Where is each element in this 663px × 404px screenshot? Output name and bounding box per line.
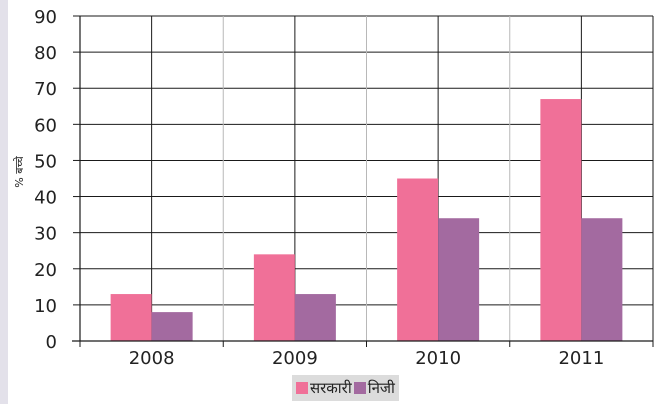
legend-swatch-government: [296, 382, 308, 394]
y-tick-label: 20: [34, 260, 57, 281]
bar-government-2010: [397, 178, 439, 341]
bar-private-2010: [438, 218, 480, 341]
y-tick-label: 10: [34, 296, 57, 317]
y-axis-label: % बच्चे: [13, 155, 26, 187]
bar-private-2011: [581, 218, 623, 341]
legend-swatch-private: [353, 382, 366, 394]
bar-private-2009: [294, 294, 336, 341]
legend-label-government: सरकारी: [310, 379, 352, 397]
x-tick-label-2009: 2009: [272, 348, 318, 369]
y-tick-label: 50: [34, 151, 57, 172]
x-tick-label-2011: 2011: [558, 348, 604, 369]
bar-private-2008: [151, 312, 193, 341]
x-tick-label-2008: 2008: [129, 348, 175, 369]
y-tick-label: 70: [34, 79, 57, 100]
y-tick-label: 60: [34, 115, 57, 136]
bar-government-2008: [110, 294, 152, 341]
y-tick-label: 40: [34, 188, 57, 209]
x-tick-labels: 2008 2009 2010 2011: [129, 348, 605, 369]
x-tick-label-2010: 2010: [415, 348, 461, 369]
legend-label-private: निजी: [367, 379, 395, 397]
legend: सरकारी निजी: [292, 375, 399, 401]
legend-item-government: सरकारी: [296, 378, 352, 398]
legend-item-private: निजी: [353, 378, 395, 398]
bars: [110, 99, 623, 341]
y-tick-label: 0: [46, 332, 57, 353]
axes: [72, 15, 654, 347]
y-tick-label: 90: [34, 7, 57, 28]
bar-government-2009: [253, 254, 295, 341]
bar-government-2011: [540, 99, 582, 341]
y-tick-label: 30: [34, 224, 57, 245]
left-margin-strip: [0, 0, 8, 404]
y-tick-label: 80: [34, 43, 57, 64]
y-tick-labels: 0 10 20 30 40 50 60 70 80 90: [34, 7, 57, 353]
